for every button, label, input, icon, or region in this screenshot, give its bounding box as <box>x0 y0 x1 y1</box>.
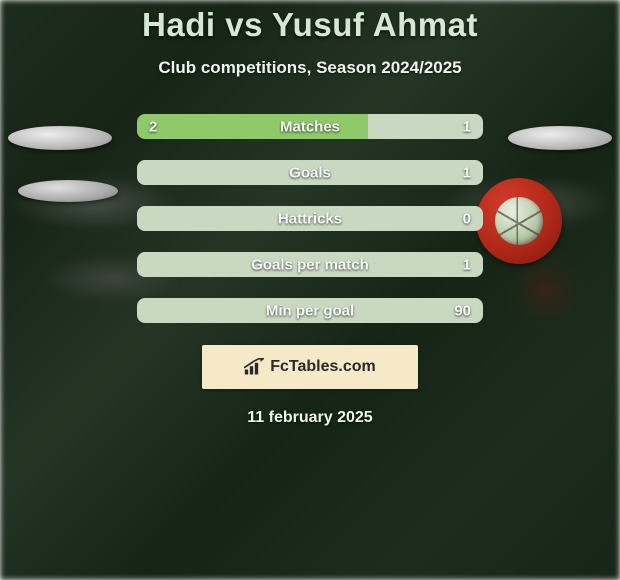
brand-box[interactable]: FcTables.com <box>202 345 418 389</box>
stat-row: 2 1 Matches <box>137 114 483 139</box>
date-text: 11 february 2025 <box>247 409 372 427</box>
stat-value-right: 1 <box>463 118 471 135</box>
stat-label: Matches <box>280 118 340 135</box>
stat-row: 1 Goals per match <box>137 252 483 277</box>
stat-label: Hattricks <box>278 210 342 227</box>
stat-value-left: 2 <box>149 118 157 135</box>
stat-label: Goals per match <box>251 256 369 273</box>
stat-label: Min per goal <box>266 302 354 319</box>
chart-growth-icon <box>244 358 264 376</box>
stat-value-right: 1 <box>463 164 471 181</box>
brand-text: FcTables.com <box>270 358 376 376</box>
stat-label: Goals <box>289 164 331 181</box>
stat-value-right: 0 <box>463 210 471 227</box>
stats-container: 2 1 Matches 1 Goals 0 Hattricks 1 Goals per matc… <box>0 114 620 323</box>
content-wrapper: Hadi vs Yusuf Ahmat Club competitions, S… <box>0 0 620 580</box>
stat-row: 1 Goals <box>137 160 483 185</box>
stat-row: 90 Min per goal <box>137 298 483 323</box>
stat-value-right: 1 <box>463 256 471 273</box>
stat-row: 0 Hattricks <box>137 206 483 231</box>
page-subtitle: Club competitions, Season 2024/2025 <box>158 58 461 78</box>
stat-value-right: 90 <box>454 302 471 319</box>
page-title: Hadi vs Yusuf Ahmat <box>142 6 478 44</box>
